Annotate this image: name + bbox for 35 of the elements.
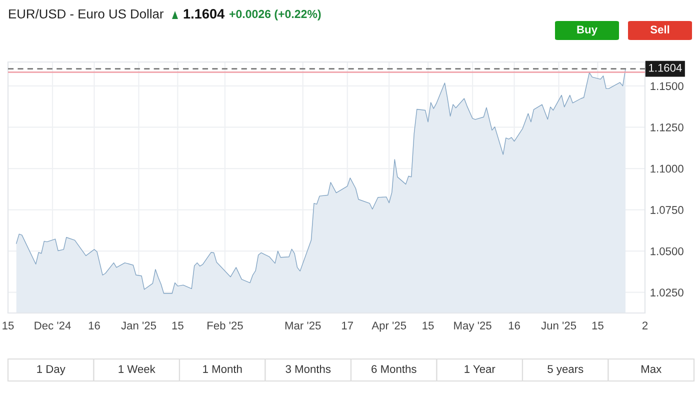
text: 1 Year	[464, 365, 496, 373]
chart-title: EUR/USD - Euro US Dollar	[9, 8, 164, 18]
x-tick-label: 16	[508, 322, 520, 330]
text: 1 Day	[37, 365, 66, 376]
text: 6 Months	[372, 364, 416, 373]
y-tick-label: 1.0250	[650, 288, 684, 296]
y-tick-label: 1.0750	[650, 206, 684, 214]
x-tick-label: May '25	[454, 322, 492, 332]
x-tick-label: 15	[2, 322, 14, 330]
x-tick-label: 15	[422, 322, 434, 330]
text: 1 Month	[203, 364, 242, 373]
ref-line-label: 1.1604	[649, 64, 682, 72]
text: 3 Months	[286, 364, 331, 373]
y-tick-label: 1.0500	[650, 247, 684, 256]
x-tick-label: 2	[642, 322, 648, 330]
text: 1 Week	[118, 364, 156, 373]
x-tick-label: Mar '25	[285, 322, 321, 330]
text: 1.1604	[184, 9, 225, 19]
x-tick-label: 15	[592, 322, 604, 330]
y-tick-label: 1.1250	[650, 123, 684, 132]
text: +0.0026 (+0.22%)	[229, 10, 321, 20]
text: Buy	[577, 26, 598, 36]
x-tick-label: Apr '25	[372, 322, 406, 332]
x-tick-label: Jan '25	[121, 322, 156, 330]
x-tick-label: 15	[172, 322, 184, 330]
x-tick-label: 17	[342, 322, 353, 330]
x-tick-label: 16	[88, 322, 100, 330]
x-tick-label: Feb '25	[208, 321, 243, 330]
text: Sell	[650, 25, 670, 34]
x-tick-label: Dec '24	[34, 322, 71, 330]
x-tick-label: Jun '25	[541, 322, 576, 330]
text: 5 years	[548, 365, 584, 376]
y-tick-label: 1.1000	[650, 164, 684, 173]
y-tick-label: 1.1500	[650, 82, 684, 90]
text: Max	[642, 365, 662, 373]
